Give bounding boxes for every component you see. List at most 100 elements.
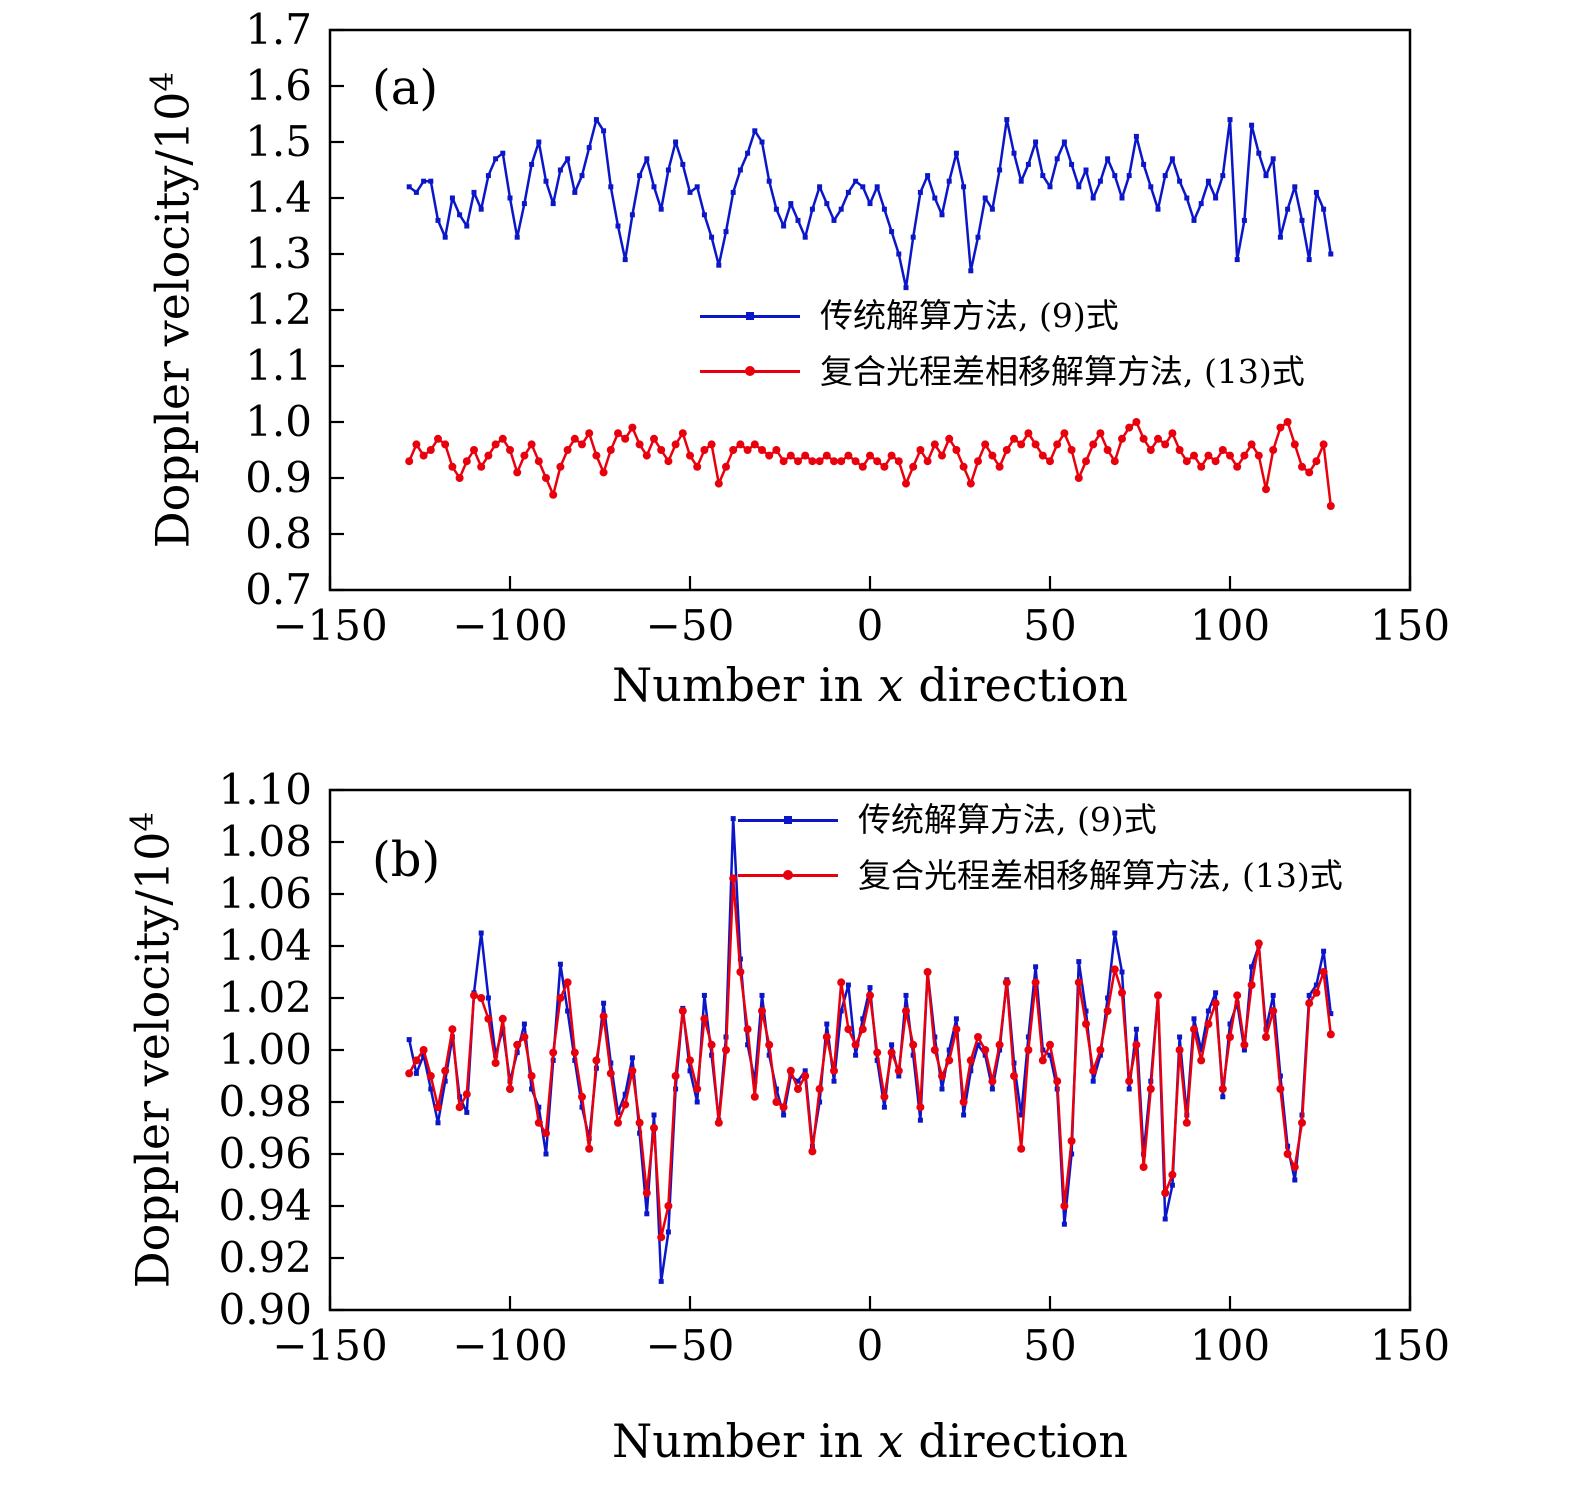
series-marker <box>779 1103 788 1112</box>
circle-marker-icon <box>783 870 793 881</box>
series-marker <box>529 161 535 167</box>
series-marker <box>1126 1086 1132 1092</box>
series-marker <box>853 1052 859 1058</box>
series-marker <box>491 440 500 449</box>
series-marker <box>1283 418 1292 426</box>
series-marker <box>687 1068 693 1074</box>
series-marker <box>570 434 579 443</box>
series-marker <box>881 206 887 212</box>
series-marker <box>887 451 896 460</box>
series-marker <box>664 1202 673 1210</box>
series-marker <box>455 474 464 482</box>
series-marker <box>650 1124 658 1132</box>
series-marker <box>974 457 982 466</box>
series-marker <box>1112 930 1118 936</box>
series-marker <box>514 234 520 240</box>
y-tick-label: 1.00 <box>218 1025 312 1074</box>
series-marker <box>838 1008 844 1014</box>
series-marker <box>1024 1046 1033 1054</box>
series-marker <box>1024 429 1033 438</box>
series-marker <box>1290 1163 1299 1171</box>
legend-label: 复合光程差相移解算方法, (13)式 <box>858 855 1343 895</box>
series-marker <box>434 1103 442 1112</box>
series-marker <box>1126 173 1132 179</box>
series-marker <box>686 1056 694 1065</box>
series-marker <box>939 1086 945 1092</box>
series-marker <box>543 1151 549 1157</box>
series-marker <box>845 982 851 988</box>
series-marker <box>601 128 607 134</box>
series-marker <box>1033 139 1039 145</box>
series-marker <box>700 1014 709 1023</box>
series-marker <box>629 212 635 218</box>
series-marker <box>815 1085 824 1093</box>
series-marker <box>995 462 1004 471</box>
series-marker <box>845 189 851 195</box>
x-axis-label-pre: Number in <box>612 658 878 712</box>
legend-label: 传统解算方法, (9)式 <box>858 800 1157 839</box>
series-marker <box>1233 991 1242 1000</box>
series-marker <box>1218 1085 1227 1093</box>
y-tick-label: 1.04 <box>218 921 312 970</box>
series-marker <box>938 451 946 460</box>
series-marker <box>945 1056 954 1065</box>
y-tick-label: 0.9 <box>245 453 312 502</box>
series-marker <box>507 195 513 201</box>
series-marker <box>644 156 650 162</box>
series-marker <box>1154 991 1162 1000</box>
series-marker <box>946 178 952 184</box>
series-marker <box>608 1060 614 1066</box>
series-marker <box>1096 1046 1105 1054</box>
series-marker <box>802 234 808 240</box>
series-marker <box>1162 1216 1168 1222</box>
series-marker <box>831 217 837 223</box>
series-marker <box>1276 423 1285 432</box>
series-marker <box>808 1147 817 1156</box>
series-marker <box>1233 462 1242 471</box>
y-tick-label: 0.90 <box>218 1285 312 1334</box>
series-marker <box>556 994 565 1002</box>
x-tick-label: −100 <box>452 1321 567 1370</box>
series-marker <box>1069 161 1075 167</box>
series-marker <box>1197 1056 1206 1065</box>
series-marker <box>1306 257 1312 263</box>
y-axis-label-exponent: 4 <box>144 71 181 92</box>
series-marker <box>889 1042 895 1048</box>
series-marker <box>1105 156 1111 162</box>
series-marker <box>1017 440 1026 449</box>
series-marker <box>916 446 925 454</box>
series-marker <box>1211 457 1220 466</box>
series-marker <box>817 184 823 190</box>
series-marker <box>599 1012 608 1021</box>
series-marker <box>1262 485 1270 494</box>
x-tick-label: 0 <box>857 1321 884 1370</box>
series-marker <box>1118 988 1126 997</box>
series-marker <box>1053 440 1062 449</box>
series-marker <box>1204 451 1213 460</box>
series-marker <box>1312 457 1321 466</box>
series-marker <box>628 1066 637 1075</box>
series-marker <box>615 1109 621 1115</box>
series-marker <box>758 446 766 454</box>
series-marker <box>707 440 716 449</box>
series-marker <box>707 1040 716 1049</box>
series-marker <box>478 930 484 936</box>
series-marker <box>557 167 563 173</box>
series-marker <box>601 1000 607 1006</box>
series-marker <box>945 434 954 443</box>
series-marker <box>1025 161 1031 167</box>
series-marker <box>952 446 961 454</box>
series-marker <box>506 1085 514 1093</box>
series-marker <box>413 189 419 195</box>
series-marker <box>946 1047 952 1053</box>
series-marker <box>1162 173 1168 179</box>
x-tick-label: 150 <box>1370 1321 1450 1370</box>
x-axis-label-variable: x <box>877 658 904 712</box>
series-marker <box>902 479 910 488</box>
series-marker <box>1313 189 1319 195</box>
series-marker <box>1182 1118 1191 1127</box>
series-marker <box>549 490 558 499</box>
chart-a-canvas: −150 −100 −50 0 50 100 150 0.7 0.8 0.9 1.0 1.1 1.2 1.… <box>245 5 1450 650</box>
series-marker <box>781 223 787 229</box>
series-marker <box>1133 1026 1139 1032</box>
